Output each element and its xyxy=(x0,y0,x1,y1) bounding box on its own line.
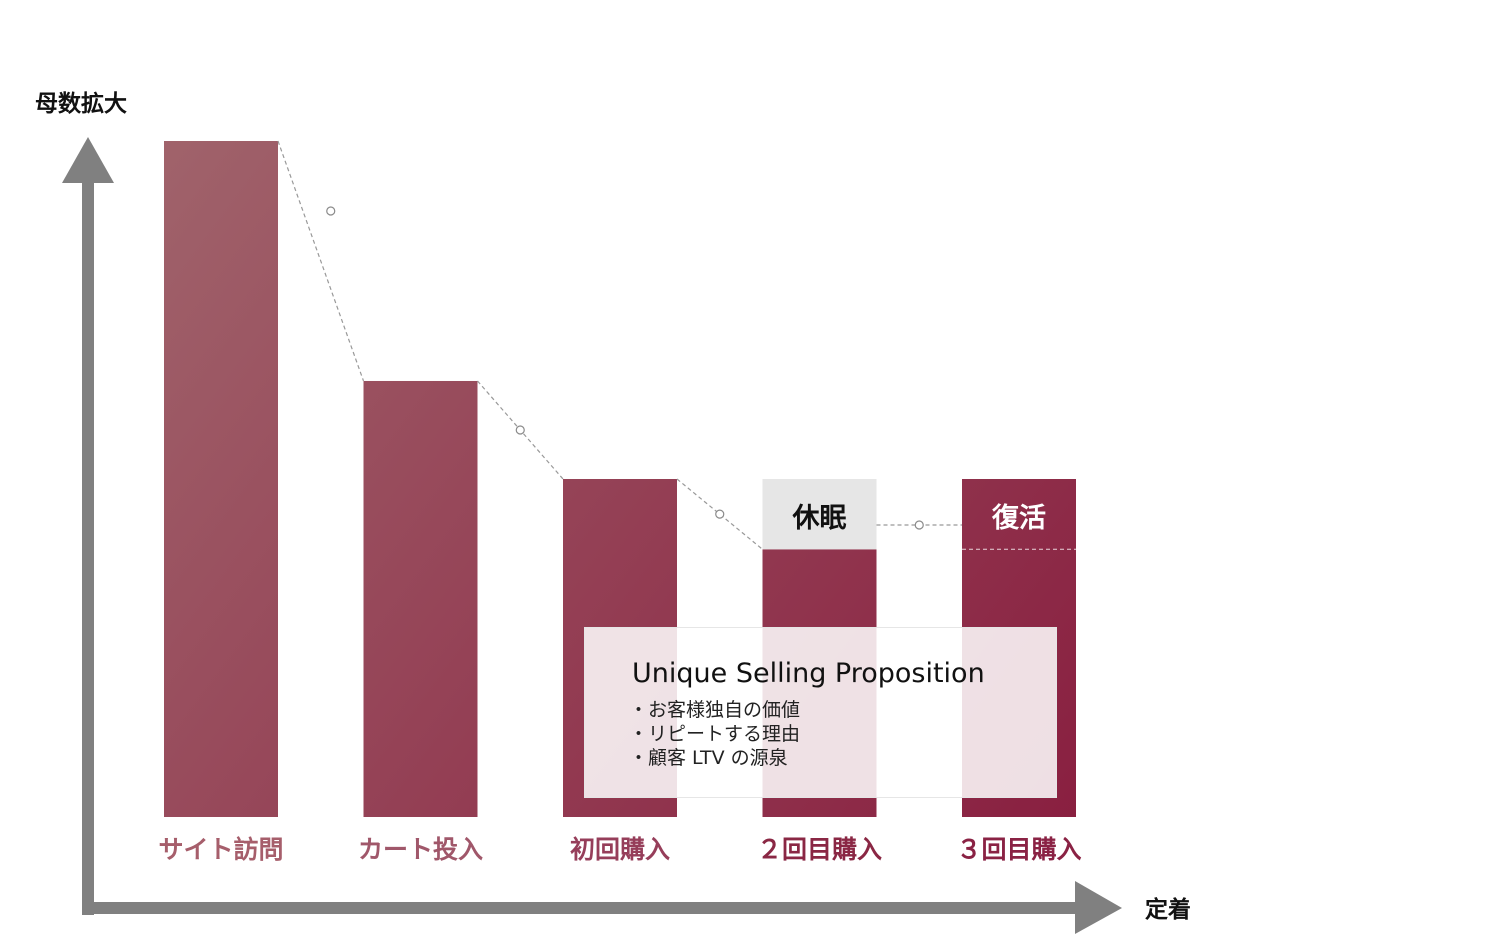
connector-marker xyxy=(515,425,525,435)
category-label: ２回目購入 xyxy=(757,835,882,864)
connector-marker xyxy=(914,520,924,530)
x-axis-title: 定着 xyxy=(1145,897,1191,923)
reactivation-label: 復活 xyxy=(991,502,1046,534)
connector-marker xyxy=(715,509,725,519)
usp-title: Unique Selling Proposition xyxy=(632,658,985,689)
connector-line xyxy=(277,140,365,382)
y-axis-title: 母数拡大 xyxy=(35,91,127,117)
x-axis-line xyxy=(82,902,1080,914)
category-label: ３回目購入 xyxy=(956,835,1081,864)
category-label: サイト訪問 xyxy=(158,835,283,864)
bar xyxy=(363,380,478,817)
category-label: 初回購入 xyxy=(570,835,670,864)
usp-item: ・リピートする理由 xyxy=(629,723,801,745)
usp-list: ・お客様独自の価値 ・リピートする理由 ・顧客 LTV の源泉 xyxy=(629,698,800,770)
category-label: カート投入 xyxy=(358,835,483,864)
bar xyxy=(164,141,278,817)
connector-line xyxy=(676,478,763,550)
axes xyxy=(62,137,1122,934)
y-axis-line xyxy=(82,178,94,915)
x-axis-arrow xyxy=(1075,881,1122,934)
y-axis-arrow xyxy=(62,137,114,183)
usp-item: ・お客様独自の価値 xyxy=(629,699,801,721)
dormant-segment xyxy=(762,479,877,550)
usp-callout: Unique Selling Proposition ・お客様独自の価値 ・リピ… xyxy=(584,627,1057,798)
connector-marker xyxy=(326,206,336,216)
dormant-label: 休眠 xyxy=(792,503,847,534)
usp-item: ・顧客 LTV の源泉 xyxy=(629,747,788,769)
